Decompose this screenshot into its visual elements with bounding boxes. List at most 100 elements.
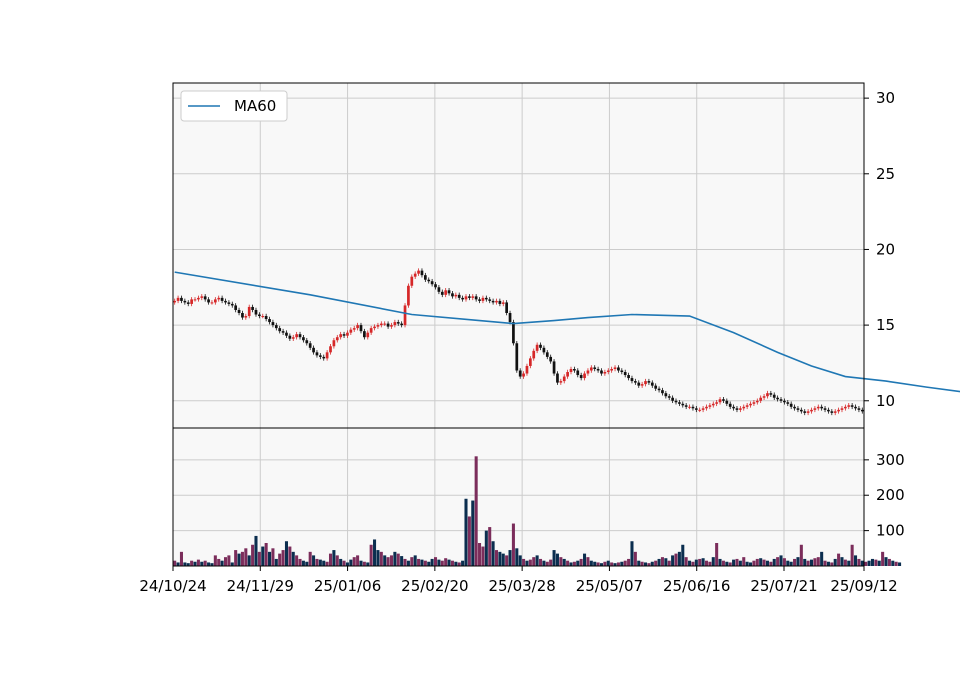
volume-bar [837, 553, 841, 566]
candle-body [247, 306, 251, 317]
volume-bar [193, 561, 197, 566]
volume-bar [301, 560, 305, 566]
candle-body [816, 406, 820, 409]
volume-bar [633, 551, 637, 566]
candle-body [173, 300, 177, 303]
candle-body [711, 403, 715, 406]
volume-bar [545, 561, 549, 566]
price-y-tick-label: 25 [876, 165, 895, 183]
volume-bar [854, 555, 858, 566]
volume-bar [877, 560, 881, 566]
volume-bar [606, 560, 610, 566]
candle-body [234, 305, 238, 310]
candle-body [793, 406, 796, 409]
volume-bar [583, 553, 587, 566]
volume-bar [515, 548, 519, 566]
candle-body [613, 367, 617, 369]
candle-body [698, 409, 702, 411]
volume-bar [782, 558, 786, 566]
volume-bar [420, 559, 424, 566]
candle-body [688, 406, 691, 408]
candle-body [664, 393, 668, 397]
candle-body [606, 370, 610, 373]
candle-body [183, 300, 187, 303]
volume-bar [271, 548, 275, 566]
volume-bar [864, 561, 868, 566]
volume-bar [576, 560, 580, 566]
candle-body [407, 285, 410, 306]
volume-bar [227, 555, 231, 566]
volume-bar [752, 560, 756, 566]
candle-body [420, 270, 424, 276]
volume-bar [688, 560, 692, 566]
legend-ma60-label: MA60 [234, 97, 276, 115]
volume-bar [183, 562, 187, 566]
legend: MA60 [180, 90, 288, 122]
candle-body [742, 406, 746, 409]
candle-body [373, 326, 376, 329]
volume-bar [566, 560, 570, 566]
volume-bar [643, 562, 648, 566]
candle-body [542, 347, 546, 353]
volume-bar [816, 557, 820, 566]
candle-body [186, 302, 190, 304]
volume-bar [704, 560, 709, 566]
candle-body [461, 297, 464, 300]
candle-body [786, 402, 790, 404]
candle-body [393, 322, 397, 326]
volume-bar [237, 553, 241, 566]
volume-bar [674, 553, 678, 566]
candle-body [718, 399, 722, 403]
candle-body [803, 411, 807, 413]
volume-bar [684, 557, 688, 566]
candle-body [522, 373, 525, 377]
candle-body [823, 408, 827, 410]
price-y-tick-label: 15 [876, 316, 895, 334]
candle-body [644, 381, 647, 385]
volume-bar [389, 555, 394, 566]
volume-bar [220, 560, 224, 566]
candle-body [617, 367, 620, 371]
volume-bar [786, 560, 790, 566]
candle-body [339, 334, 343, 338]
candle-body [783, 400, 786, 403]
x-tick-label: 25/03/28 [488, 577, 555, 595]
volume-bar [298, 558, 302, 566]
candle-body [220, 297, 224, 301]
volume-bar [322, 560, 326, 566]
volume-bar [484, 530, 488, 566]
candle-body [722, 399, 725, 401]
candle-body [549, 356, 553, 362]
candle-body [806, 411, 810, 413]
volume-bar [850, 544, 854, 566]
ma60-series-line [174, 271, 960, 393]
volume-bar [528, 559, 532, 566]
candle-body [739, 408, 742, 410]
volume-bar [698, 558, 702, 566]
candle-body [620, 370, 624, 373]
volume-panel-frame [172, 427, 865, 567]
volume-bar [654, 560, 658, 566]
volume-bar [559, 557, 563, 566]
volume-y-axis: 100 200 300 [864, 451, 905, 540]
candle-body [403, 305, 407, 326]
volume-bar [179, 551, 183, 566]
candle-body [799, 409, 803, 412]
volume-bar [809, 559, 814, 566]
candle-body [552, 361, 556, 374]
volume-bar [826, 561, 830, 566]
volume-bar [755, 558, 759, 566]
volume-bar [430, 558, 434, 566]
volume-bar [579, 558, 583, 566]
candle-body [200, 296, 204, 298]
candle-body [576, 370, 580, 376]
volume-y-tick-label: 300 [876, 451, 905, 469]
candle-body [732, 406, 735, 409]
candle-body [650, 382, 654, 386]
volume-bar [200, 561, 204, 566]
candle-body [478, 299, 481, 301]
candle-body [474, 296, 478, 300]
candle-body [667, 396, 671, 398]
volume-bar [213, 555, 217, 566]
volume-bar [542, 560, 546, 566]
